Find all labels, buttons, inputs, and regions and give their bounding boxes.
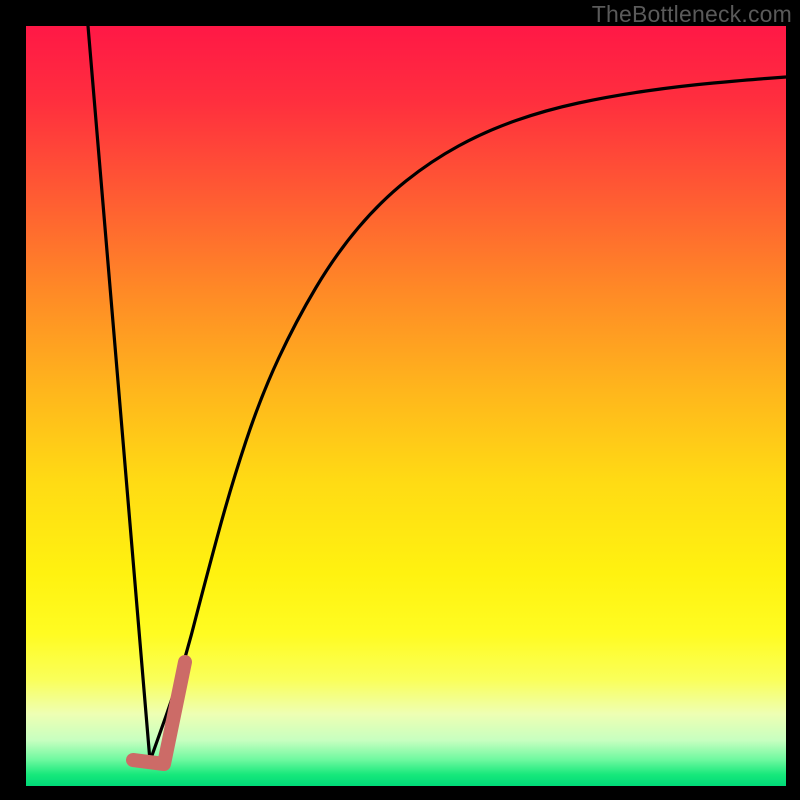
plot-area xyxy=(26,26,786,786)
chart-container: TheBottleneck.com xyxy=(0,0,800,800)
plot-svg xyxy=(26,26,786,786)
gradient-background xyxy=(26,26,786,786)
watermark-text: TheBottleneck.com xyxy=(592,1,792,28)
